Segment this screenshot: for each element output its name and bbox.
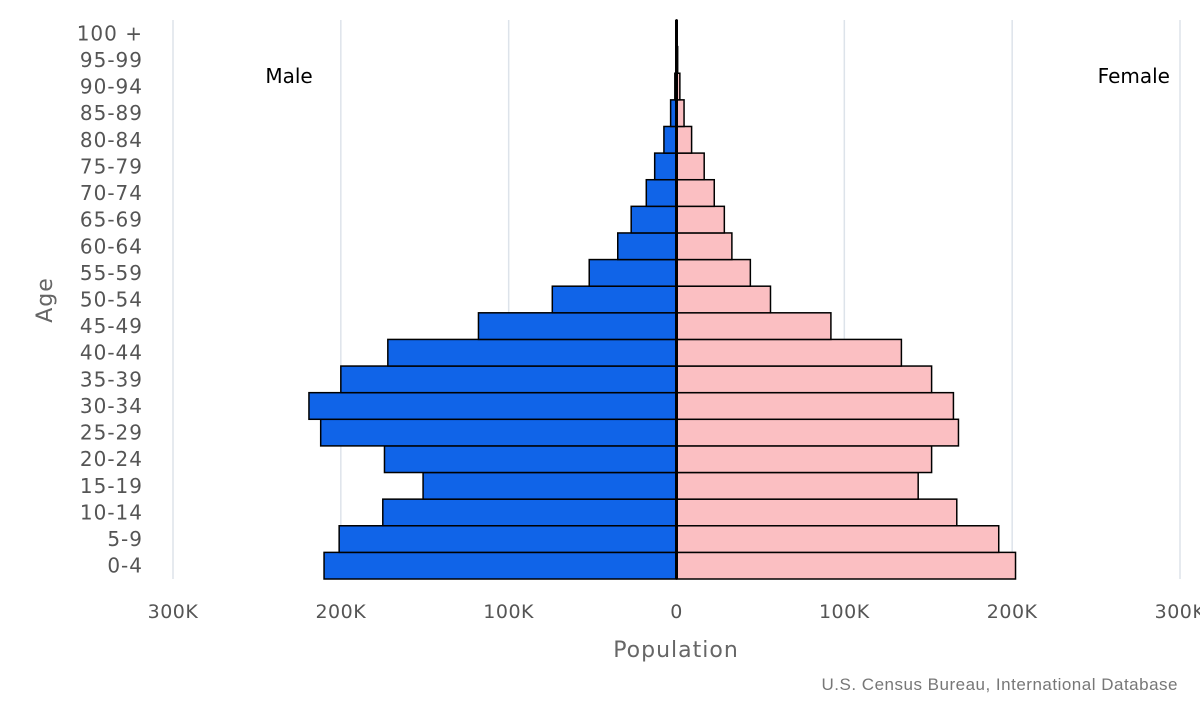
age-tick-55-59: 55-59 [80, 261, 143, 285]
population-tick-5: 200K [987, 601, 1038, 623]
age-tick-90-94: 90-94 [80, 75, 143, 99]
legend-male-label: Male [265, 64, 312, 88]
population-tick-6: 300K [1155, 601, 1200, 623]
bar-male-80-84 [664, 126, 677, 153]
bar-female-65-69 [677, 206, 725, 233]
bar-female-5-9 [677, 526, 999, 553]
population-tick-2: 100K [483, 601, 534, 623]
age-tick-100-plus: 100 + [77, 21, 143, 45]
bar-female-70-74 [677, 180, 715, 207]
age-tick-20-24: 20-24 [80, 447, 143, 471]
bar-female-0-4 [677, 552, 1016, 579]
bar-female-55-59 [677, 260, 751, 287]
bar-male-75-79 [655, 153, 677, 180]
age-tick-10-14: 10-14 [80, 500, 143, 524]
age-tick-30-34: 30-34 [80, 394, 143, 418]
bar-female-30-34 [677, 393, 954, 420]
age-tick-25-29: 25-29 [80, 421, 143, 445]
age-tick-75-79: 75-79 [80, 154, 143, 178]
bar-female-10-14 [677, 499, 957, 526]
age-tick-95-99: 95-99 [80, 48, 143, 72]
bar-male-60-64 [618, 233, 677, 260]
age-tick-45-49: 45-49 [80, 314, 143, 338]
x-axis-title: Population [613, 638, 739, 663]
bar-male-0-4 [324, 552, 676, 579]
bar-male-25-29 [321, 419, 677, 446]
age-tick-80-84: 80-84 [80, 128, 143, 152]
age-tick-15-19: 15-19 [80, 474, 143, 498]
bar-female-60-64 [677, 233, 732, 260]
bar-male-45-49 [478, 313, 676, 340]
bar-male-20-24 [384, 446, 676, 473]
population-tick-3: 0 [670, 601, 683, 623]
bar-male-15-19 [423, 473, 676, 500]
age-tick-85-89: 85-89 [80, 101, 143, 125]
age-tick-50-54: 50-54 [80, 288, 143, 312]
population-tick-4: 100K [819, 601, 870, 623]
bar-male-10-14 [383, 499, 677, 526]
y-axis-title: Age [33, 277, 58, 323]
age-tick-65-69: 65-69 [80, 208, 143, 232]
bar-female-50-54 [677, 286, 771, 313]
bar-female-35-39 [677, 366, 932, 393]
bar-male-35-39 [341, 366, 677, 393]
bar-male-5-9 [339, 526, 676, 553]
population-tick-1: 200K [315, 601, 366, 623]
population-tick-0: 300K [148, 601, 199, 623]
bar-female-15-19 [677, 473, 919, 500]
bar-female-75-79 [677, 153, 705, 180]
bar-male-65-69 [631, 206, 676, 233]
bar-male-70-74 [646, 180, 676, 207]
bar-male-50-54 [552, 286, 676, 313]
age-tick-70-74: 70-74 [80, 181, 143, 205]
bar-female-80-84 [677, 126, 692, 153]
source-caption: U.S. Census Bureau, International Databa… [822, 675, 1178, 694]
bar-female-20-24 [677, 446, 932, 473]
age-tick-40-44: 40-44 [80, 341, 143, 365]
bar-female-45-49 [677, 313, 831, 340]
bar-layer [309, 20, 1016, 579]
age-tick-60-64: 60-64 [80, 234, 143, 258]
age-tick-35-39: 35-39 [80, 367, 143, 391]
bar-female-40-44 [677, 339, 902, 366]
bar-male-55-59 [589, 260, 676, 287]
legend-female-label: Female [1098, 64, 1170, 88]
age-tick-0-4: 0-4 [107, 554, 143, 578]
bar-male-30-34 [309, 393, 677, 420]
bar-female-25-29 [677, 419, 959, 446]
bar-male-40-44 [388, 339, 677, 366]
age-tick-5-9: 5-9 [107, 527, 143, 551]
